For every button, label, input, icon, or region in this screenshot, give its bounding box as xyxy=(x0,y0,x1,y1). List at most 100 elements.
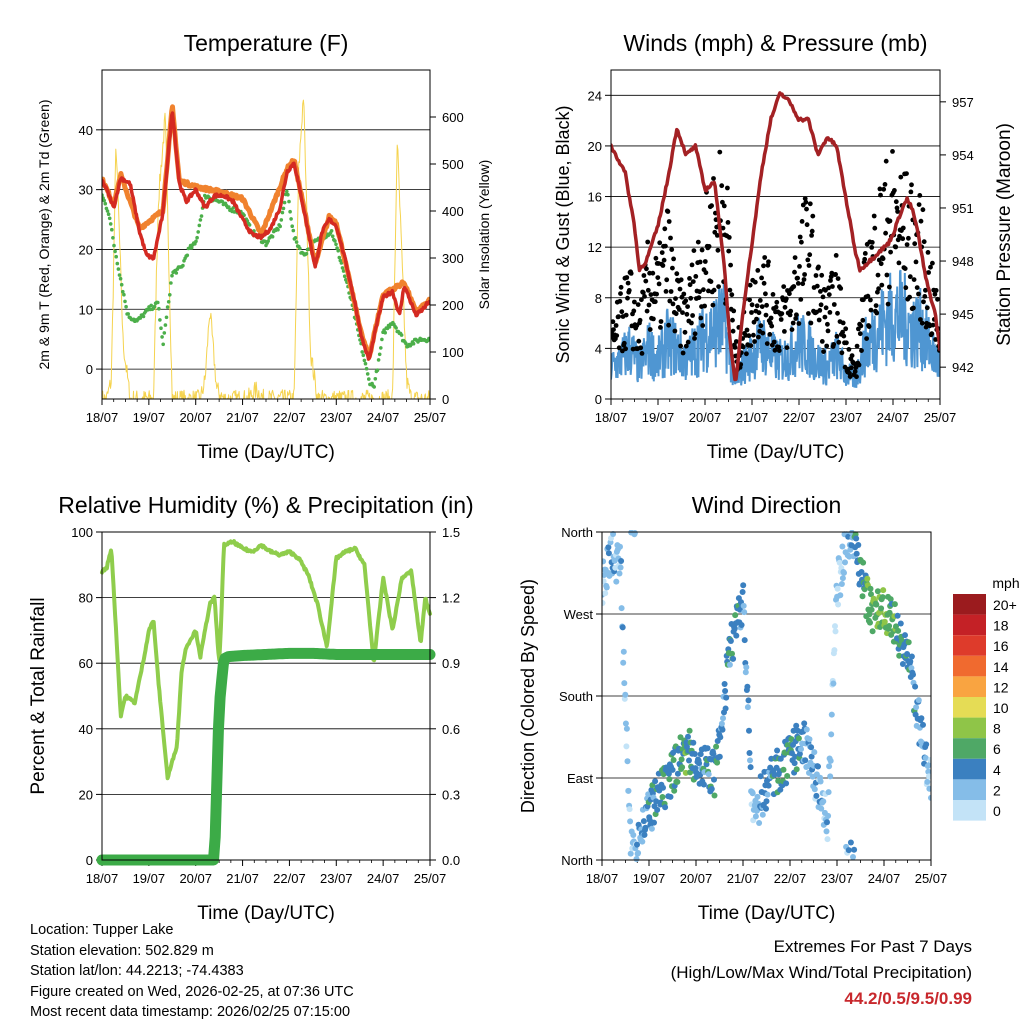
direction-point xyxy=(907,658,914,665)
precip-line xyxy=(96,647,436,866)
direction-point xyxy=(824,819,830,826)
gust-point xyxy=(795,281,801,286)
direction-point xyxy=(741,637,748,644)
series-group xyxy=(96,539,436,866)
gust-point xyxy=(668,289,674,294)
direction-point xyxy=(928,794,931,801)
x-tick-label: 25/07 xyxy=(924,410,957,425)
gust-point xyxy=(879,282,885,288)
direction-point xyxy=(893,623,899,630)
gust-point xyxy=(760,330,766,336)
direction-point xyxy=(868,606,875,613)
gust-point xyxy=(619,309,625,315)
y-tick-label: 20 xyxy=(79,787,93,802)
gust-point xyxy=(854,374,859,380)
gust-point xyxy=(819,272,825,278)
dewpoint-point xyxy=(372,385,377,389)
gust-point xyxy=(683,343,689,349)
gust-point xyxy=(702,259,708,264)
gust-point xyxy=(708,279,714,284)
gust-point xyxy=(769,323,775,329)
gust-point xyxy=(631,308,637,314)
direction-point xyxy=(834,585,841,592)
gust-point xyxy=(878,192,883,198)
gust-point xyxy=(791,284,797,289)
gust-point xyxy=(805,257,811,263)
gust-point xyxy=(756,334,761,340)
x-tick-label: 18/07 xyxy=(586,871,619,886)
gust-point xyxy=(835,276,841,281)
gust-point xyxy=(618,284,624,290)
gust-point xyxy=(685,304,690,309)
gust-point xyxy=(709,203,714,209)
legend-swatch xyxy=(953,717,986,739)
gust-point xyxy=(748,343,754,348)
gust-point xyxy=(793,316,799,321)
direction-point xyxy=(685,733,691,740)
legend-label: 6 xyxy=(993,741,1001,757)
direction-point xyxy=(696,760,703,767)
direction-point xyxy=(665,770,672,777)
direction-point xyxy=(623,725,630,732)
dewpoint-point xyxy=(123,299,127,304)
gust-point xyxy=(813,273,819,278)
dewpoint-point xyxy=(337,255,342,260)
direction-point xyxy=(874,588,881,595)
dewpoint-point xyxy=(339,261,344,265)
gust-point xyxy=(887,284,892,290)
dewpoint-point xyxy=(364,366,369,371)
direction-point xyxy=(867,585,874,592)
direction-point xyxy=(913,704,920,711)
dewpoint-point xyxy=(298,246,302,251)
gust-point xyxy=(852,369,858,374)
dewpoint-point xyxy=(340,266,345,270)
y-tick-label: 0 xyxy=(595,392,602,407)
gust-point xyxy=(914,285,920,290)
direction-point xyxy=(806,736,813,743)
gust-point xyxy=(774,299,780,305)
dewpoint-point xyxy=(411,341,416,346)
direction-point xyxy=(722,688,729,694)
direction-point xyxy=(847,839,854,846)
gust-point xyxy=(670,265,675,271)
direction-point xyxy=(784,773,791,779)
direction-point xyxy=(836,559,843,566)
dewpoint-point xyxy=(165,305,170,309)
y-right-tick-label: 600 xyxy=(442,110,464,125)
x-tick-label: 19/07 xyxy=(133,410,166,425)
dewpoint-point xyxy=(270,234,275,239)
direction-point xyxy=(622,691,629,698)
gust-point xyxy=(754,316,759,322)
gust-point xyxy=(857,331,863,337)
x-tick-label: 25/07 xyxy=(414,410,447,425)
direction-point xyxy=(878,605,885,612)
direction-point xyxy=(824,836,831,843)
t2m-line xyxy=(102,111,430,361)
direction-point xyxy=(838,581,845,587)
gust-point xyxy=(802,272,807,277)
direction-point xyxy=(926,785,931,792)
direction-point xyxy=(739,589,746,595)
direction-point xyxy=(704,745,711,752)
direction-point xyxy=(626,806,633,813)
gust-point xyxy=(768,315,774,321)
direction-point xyxy=(832,628,839,635)
gust-point xyxy=(673,311,679,317)
direction-point xyxy=(765,782,772,789)
gust-point xyxy=(711,176,716,181)
dewpoint-point xyxy=(124,304,128,309)
dewpoint-point xyxy=(161,342,165,347)
gust-point xyxy=(778,317,784,322)
gust-point xyxy=(678,277,684,283)
direction-point xyxy=(754,793,761,800)
direction-point xyxy=(670,749,677,756)
dewpoint-point xyxy=(163,323,168,327)
gust-point xyxy=(825,328,831,334)
gust-point xyxy=(650,270,656,276)
gust-point xyxy=(632,299,637,305)
gust-point xyxy=(647,327,653,332)
direction-point xyxy=(627,818,634,825)
dewpoint-point xyxy=(330,234,335,238)
gust-point xyxy=(762,255,768,260)
direction-point xyxy=(622,720,629,727)
